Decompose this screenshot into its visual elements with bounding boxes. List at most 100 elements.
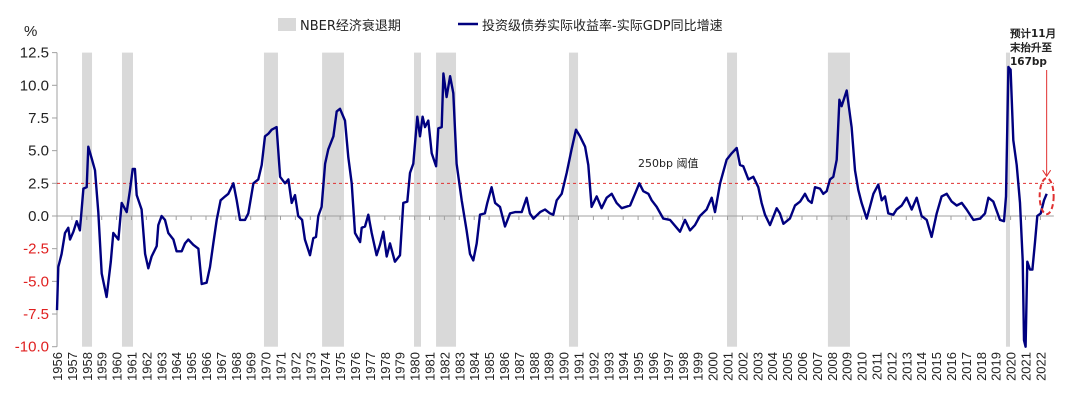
recession-band <box>263 52 278 347</box>
y-tick-label: -7.5 <box>23 306 49 323</box>
x-tick-label: 1961 <box>125 352 140 381</box>
legend-label-series: 投资级债券实际收益率-实际GDP同比增速 <box>482 18 723 34</box>
threshold-label: 250bp 阈值 <box>638 156 698 170</box>
y-tick-label: 2.5 <box>28 175 49 192</box>
x-tick-label: 1978 <box>378 352 393 381</box>
recession-band <box>568 52 579 347</box>
x-tick-label: 2017 <box>959 352 974 381</box>
x-tick-label: 2005 <box>780 352 795 381</box>
legend-band-swatch <box>278 18 296 31</box>
x-tick-label: 1991 <box>572 352 587 381</box>
x-tick-label: 2007 <box>810 352 825 381</box>
x-tick-label: 1997 <box>661 352 676 381</box>
x-tick-label: 1995 <box>631 352 646 381</box>
x-tick-label: 1956 <box>50 352 65 381</box>
x-tick-label: 1990 <box>557 352 572 381</box>
x-tick-label: 2018 <box>974 352 989 381</box>
x-tick-label: 1974 <box>318 352 333 381</box>
x-tick-label: 1999 <box>691 352 706 381</box>
x-tick-label: 1957 <box>65 352 80 381</box>
x-axis-labels: 1956 1957 1958 1959 1960 1961 1962 1963 1964 1965… <box>50 352 1048 381</box>
recession-band <box>1005 52 1011 347</box>
annotation-line-2: 末抬升至 <box>1010 41 1052 54</box>
x-tick-label: 2003 <box>750 352 765 381</box>
x-tick-label: 1986 <box>497 352 512 381</box>
x-tick-label: 1963 <box>154 352 169 381</box>
x-tick-label: 1973 <box>303 352 318 381</box>
recession-band <box>827 52 850 347</box>
x-tick-label: 2008 <box>825 352 840 381</box>
annotation-highlight-ellipse <box>1038 177 1055 216</box>
y-tick-label: -5.0 <box>23 273 49 290</box>
y-tick-label: -10.0 <box>15 339 49 356</box>
x-tick-label: 1971 <box>274 352 289 381</box>
y-tick-label: 0.0 <box>28 208 49 225</box>
annotation: 预计11月 末抬升至 167bp <box>1010 27 1056 216</box>
y-tick-label: 5.0 <box>28 143 49 160</box>
x-tick-label: 1972 <box>288 352 303 381</box>
x-tick-label: 2009 <box>840 352 855 381</box>
x-tick-label: 1998 <box>676 352 691 381</box>
x-tick-label: 1989 <box>542 352 557 381</box>
x-tick-label: 2012 <box>884 352 899 381</box>
x-tick-label: 1987 <box>512 352 527 381</box>
x-tick-label: 1965 <box>184 352 199 381</box>
y-tick-label: 12.5 <box>20 45 49 62</box>
x-tick-label: 1992 <box>586 352 601 381</box>
x-tick-label: 1962 <box>139 352 154 381</box>
x-tick-label: 2015 <box>929 352 944 381</box>
x-tick-label: 1979 <box>393 352 408 381</box>
y-tick-label: -2.5 <box>23 241 49 258</box>
legend: NBER经济衰退期 投资级债券实际收益率-实际GDP同比增速 <box>278 18 723 34</box>
annotation-arrow-head <box>1042 169 1052 178</box>
y-axis-labels: 12.5 10.0 7.5 5.0 2.5 0.0 -2.5 -5.0 -7.5 -10.0 <box>15 45 49 356</box>
x-tick-label: 1975 <box>333 352 348 381</box>
x-tick-label: 1964 <box>169 352 184 381</box>
x-tick-label: 1966 <box>199 352 214 381</box>
x-tick-label: 2014 <box>914 352 929 381</box>
x-tick-label: 2011 <box>870 352 885 380</box>
x-tick-label: 2004 <box>765 352 780 381</box>
x-tick-label: 1983 <box>452 352 467 381</box>
x-tick-label: 2010 <box>855 352 870 381</box>
series-line <box>55 65 1048 348</box>
annotation-line-3: 167bp <box>1010 56 1047 68</box>
x-tick-label: 1959 <box>95 352 110 381</box>
x-tick-label: 1996 <box>646 352 661 381</box>
recession-band <box>82 52 93 347</box>
y-tick-label: 7.5 <box>28 110 49 127</box>
x-tick-label: 1980 <box>408 352 423 381</box>
y-tick-label: 10.0 <box>20 77 49 94</box>
x-tick-label: 1984 <box>467 352 482 381</box>
x-tick-label: 1988 <box>527 352 542 381</box>
x-tick-label: 1994 <box>616 352 631 381</box>
x-tick-label: 1960 <box>110 352 125 381</box>
x-tick-label: 2006 <box>795 352 810 381</box>
x-tick-label: 2020 <box>1004 352 1019 381</box>
x-tick-label: 1970 <box>259 352 274 381</box>
x-tick-label: 2022 <box>1033 352 1048 381</box>
axes <box>52 52 1054 348</box>
recession-band <box>322 52 344 347</box>
x-tick-label: 2013 <box>899 352 914 381</box>
x-tick-label: 1976 <box>348 352 363 381</box>
x-tick-label: 2001 <box>721 352 736 381</box>
y-axis-unit: % <box>24 23 37 40</box>
x-tick-label: 1958 <box>80 352 95 381</box>
x-tick-label: 2002 <box>735 352 750 381</box>
recession-band <box>727 52 738 347</box>
x-tick-label: 1985 <box>482 352 497 381</box>
x-tick-label: 1977 <box>363 352 378 381</box>
recession-band <box>414 52 422 347</box>
x-tick-label: 2016 <box>944 352 959 381</box>
x-tick-label: 1969 <box>244 352 259 381</box>
x-tick-label: 1981 <box>423 352 438 381</box>
x-tick-label: 1993 <box>601 352 616 381</box>
x-tick-label: 1967 <box>214 352 229 381</box>
legend-label-recession: NBER经济衰退期 <box>300 18 401 34</box>
x-tick-label: 2021 <box>1019 352 1034 381</box>
x-tick-label: 2019 <box>989 352 1004 381</box>
annotation-line-1: 预计11月 <box>1010 27 1056 40</box>
x-tick-label: 1968 <box>229 352 244 381</box>
